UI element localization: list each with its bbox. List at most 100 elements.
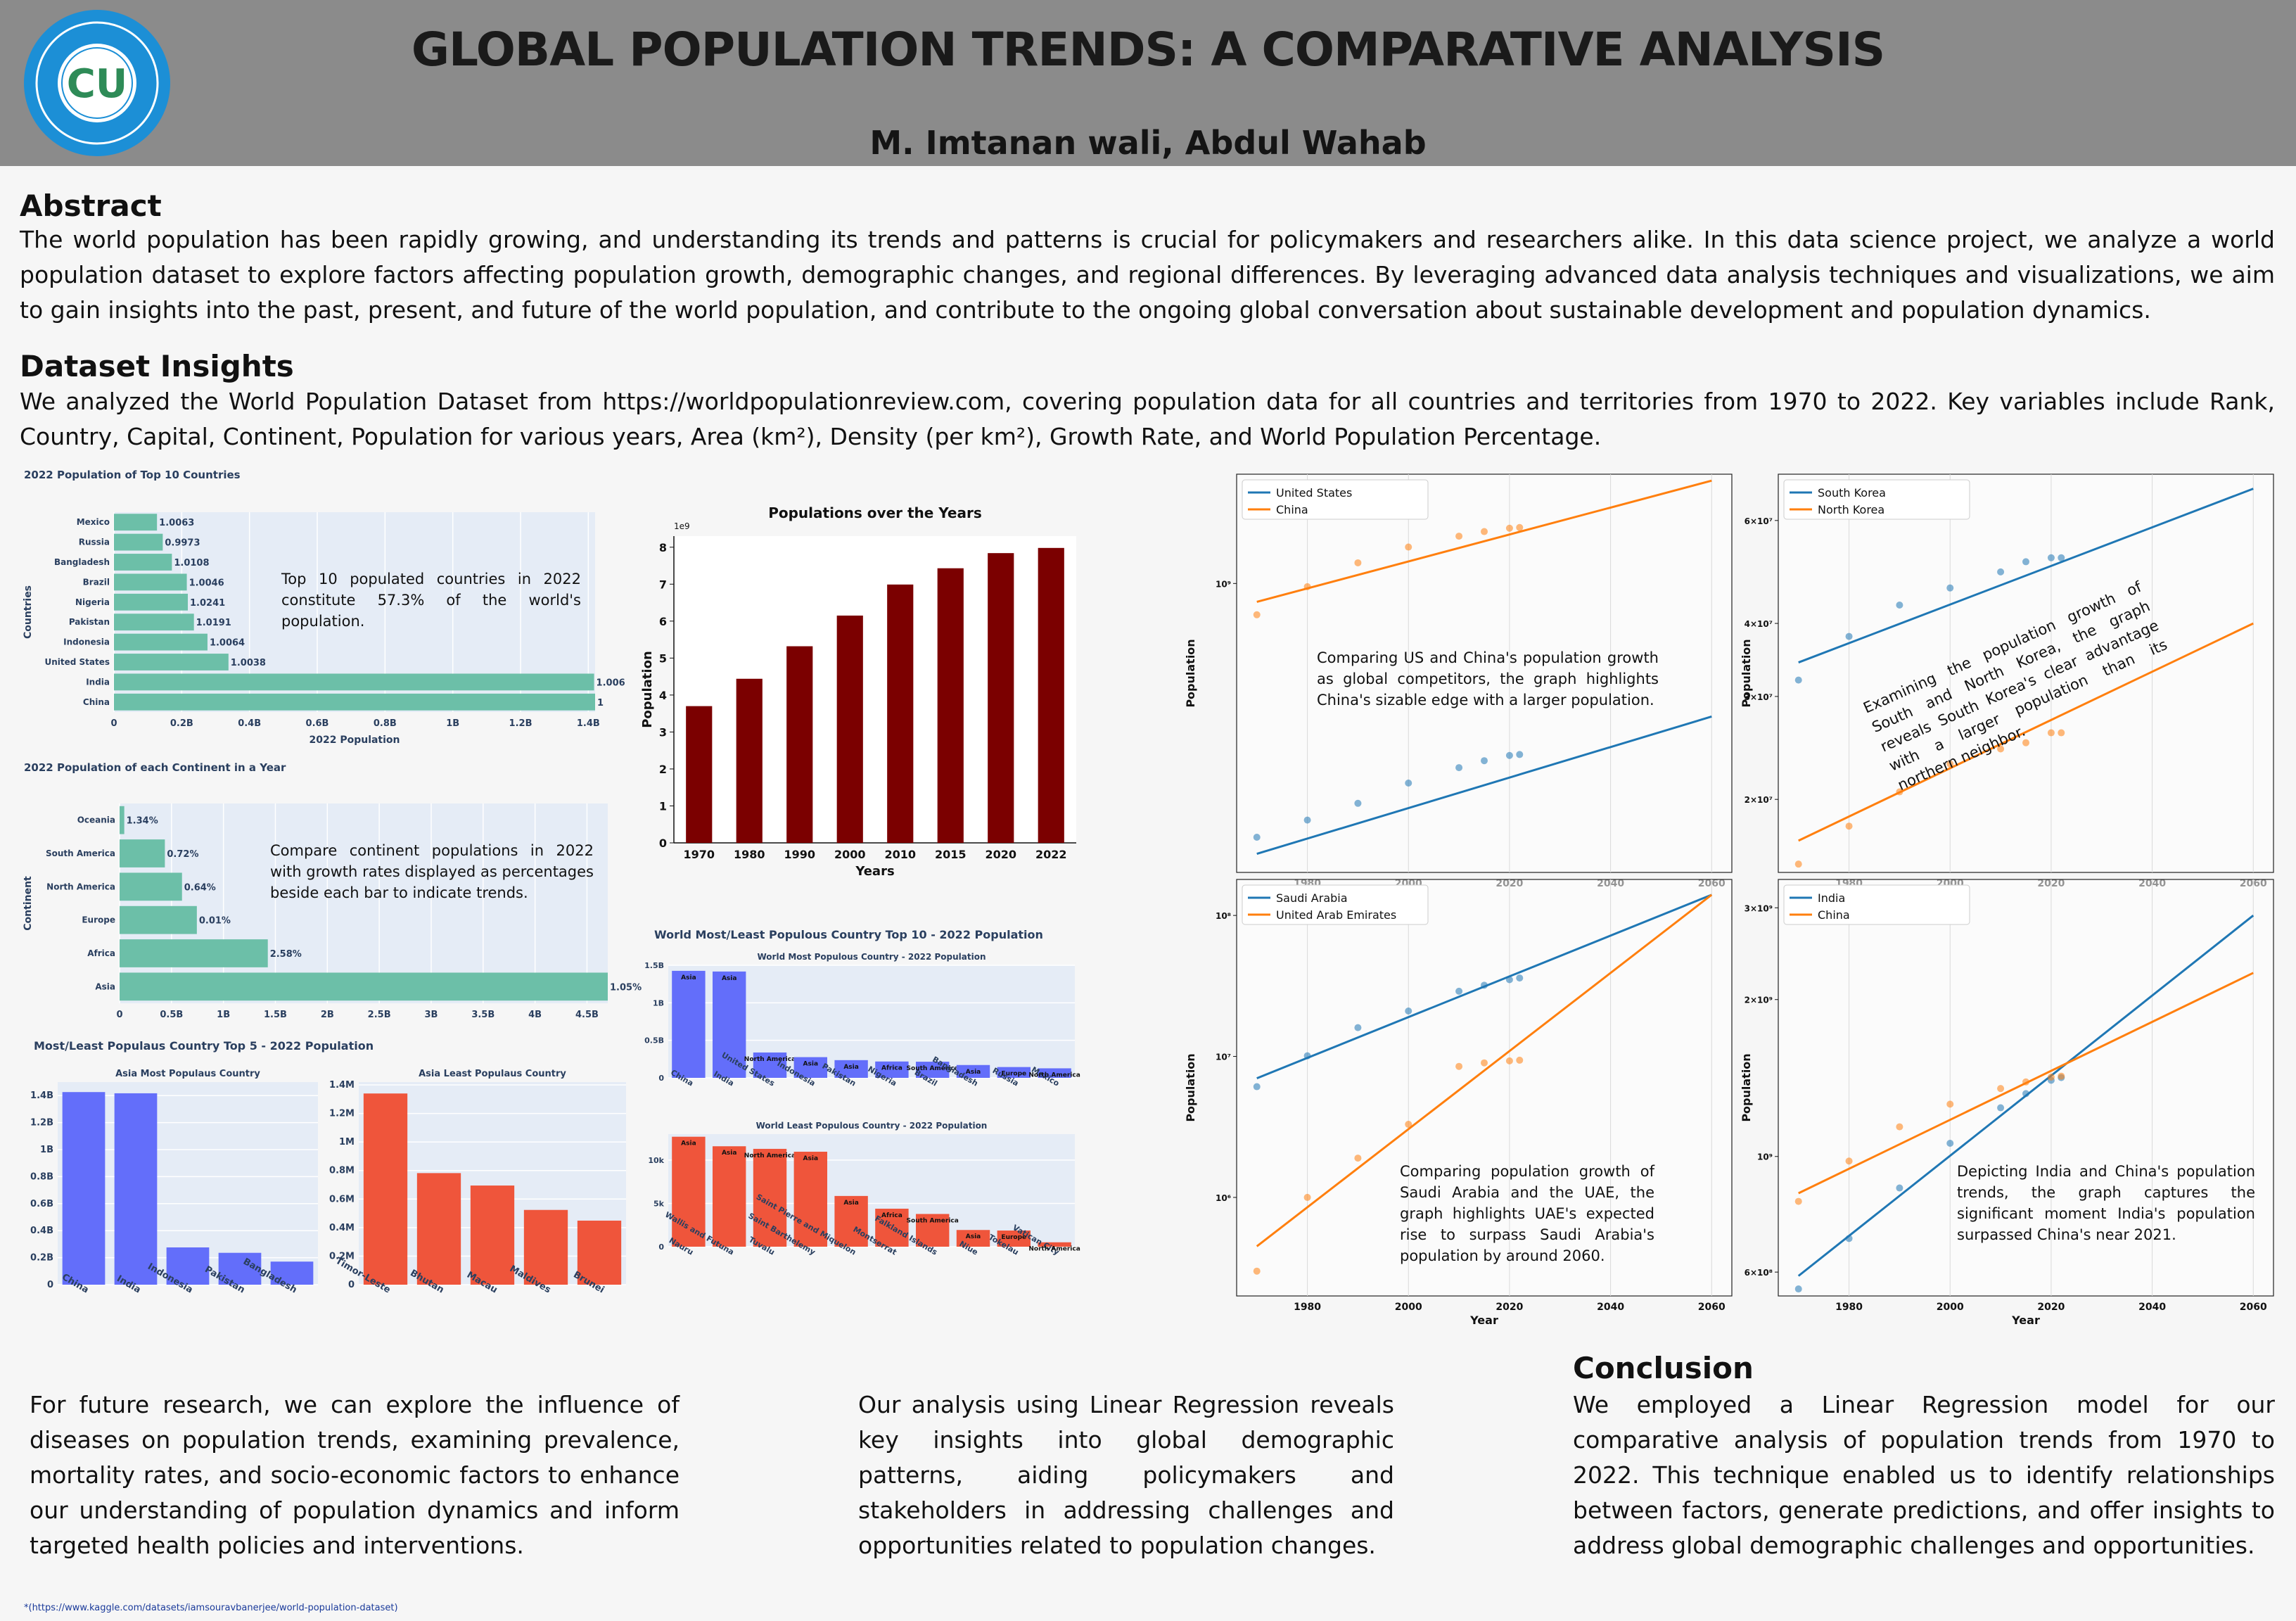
data-point-south-korea [2022, 558, 2029, 566]
chart-title: Asia Most Populaus Country [115, 1069, 260, 1079]
bar-united-states [753, 1052, 787, 1078]
data-point-north-korea [1896, 788, 1903, 796]
x-tick-label: 2010 [884, 848, 916, 861]
data-point-china [1505, 524, 1513, 532]
data-point-united-arab-emirates [1505, 1057, 1513, 1064]
data-label: 0.72% [167, 849, 198, 860]
y-tick-label: 0.5B [644, 1036, 664, 1045]
chart-title: World Least Populous Country - 2022 Popu… [756, 1121, 988, 1131]
data-point-saudi-arabia [1481, 981, 1488, 989]
chart-title: Populations over the Years [768, 504, 982, 521]
bar-africa [120, 939, 268, 967]
data-point-china [1997, 1085, 2005, 1093]
bar-brunei [577, 1220, 622, 1285]
y-tick-label: 7 [659, 578, 667, 591]
data-point-china [2058, 1072, 2065, 1080]
x-axis-label: Years [855, 864, 894, 879]
continent-label: Asia [681, 974, 696, 981]
data-point-north-korea [1946, 760, 1954, 768]
data-point-china [1303, 583, 1311, 590]
bar-south-america [120, 839, 165, 867]
y-tick-label: 0.6M [329, 1194, 355, 1204]
legend-label: China [1818, 908, 1850, 922]
data-point-india [1794, 1285, 1802, 1293]
legend-label: United States [1276, 486, 1352, 500]
data-point-united-arab-emirates [1253, 1267, 1261, 1275]
x-tick-label: 0.2B [170, 718, 193, 729]
continent-label: Africa [881, 1065, 903, 1072]
x-tick-label: 2040 [2138, 1302, 2166, 1313]
bar-brazil [114, 573, 187, 591]
university-logo-icon: CU [24, 10, 170, 156]
data-point-united-arab-emirates [1354, 1155, 1362, 1162]
x-tick-label: 3B [424, 1010, 438, 1020]
bar-india [114, 1093, 158, 1285]
y-axis-label: Population [1184, 639, 1197, 707]
bar-bangladesh [956, 1064, 990, 1078]
y-tick-label: 0.6B [30, 1199, 53, 1209]
legend-label: United Arab Emirates [1276, 908, 1396, 922]
data-label: 1.05% [610, 982, 642, 993]
x-axis-label: Year [2011, 1314, 2040, 1327]
data-point-china [1253, 611, 1261, 618]
bar-nigeria [114, 593, 189, 611]
x-tick-label: 1990 [784, 848, 815, 861]
bar-maldives [523, 1209, 568, 1285]
data-point-united-arab-emirates [1455, 1062, 1463, 1070]
bar-russia [997, 1067, 1031, 1078]
data-point-south-korea [1845, 632, 1853, 640]
data-point-saudi-arabia [1405, 1007, 1412, 1015]
y-tick-label: Europe [82, 915, 115, 925]
data-point-united-arab-emirates [1303, 1193, 1311, 1201]
x-tick-label: 2000 [1395, 1302, 1422, 1313]
data-point-north-korea [1794, 860, 1802, 868]
future-research-text: For future research, we can explore the … [30, 1391, 680, 1559]
legend [1783, 479, 1970, 520]
bar-oceania [120, 806, 125, 834]
y-tick-label: 0 [659, 837, 667, 850]
x-tick-label: 0.8B [374, 718, 397, 729]
data-point-india [1896, 1184, 1903, 1192]
poster-title: GLOBAL POPULATION TRENDS: A COMPARATIVE … [411, 23, 1885, 77]
data-point-united-states [1516, 751, 1524, 758]
bar-asia [120, 972, 608, 1001]
bar-montserrat [875, 1208, 909, 1247]
y-axis-label: Countries [23, 585, 34, 639]
bar-pakistan [218, 1252, 262, 1285]
y-tick-label: 0.8B [30, 1171, 53, 1182]
x-tick-label: 1.2B [509, 718, 532, 729]
abstract-heading: Abstract [20, 189, 162, 223]
y-tick-label: 2×10⁷ [1745, 795, 1773, 805]
y-multiplier: 1e9 [674, 521, 690, 531]
data-label: 0.01% [199, 916, 231, 927]
data-point-united-states [1455, 764, 1463, 772]
data-point-saudi-arabia [1253, 1083, 1261, 1091]
bar-pakistan [114, 614, 194, 631]
y-tick-label: 6×10⁷ [1745, 516, 1773, 526]
bar-china [114, 693, 595, 711]
data-point-india [2022, 1090, 2029, 1098]
bar-pakistan [834, 1060, 868, 1078]
y-tick-label: North America [46, 882, 115, 891]
data-point-china [2047, 1073, 2055, 1081]
data-point-united-states [1481, 757, 1488, 765]
y-tick-label: 0.2B [30, 1253, 53, 1264]
x-tick-label: 0 [116, 1010, 122, 1020]
data-point-china [1516, 523, 1524, 531]
bar-europe [120, 905, 197, 934]
y-axis-label: Population [640, 651, 655, 728]
x-tick-label: 2B [321, 1010, 334, 1020]
data-label: 1 [597, 698, 604, 708]
bar-saint-pierre-and-miquelon [834, 1195, 868, 1247]
x-tick-label: 2000 [834, 848, 866, 861]
data-point-north-korea [2058, 729, 2065, 737]
data-point-india [1845, 1235, 1853, 1242]
x-tick-label: 3.5B [471, 1010, 495, 1020]
us-china-line-chart: 1980200020202040206010⁹United StatesChin… [1184, 473, 1733, 889]
x-tick-label: 1B [446, 718, 459, 729]
x-tick-label: 0 [110, 718, 117, 729]
y-tick-label: Pakistan [69, 617, 110, 627]
bar-saint-barthelemy [793, 1151, 827, 1247]
data-point-united-states [1303, 816, 1311, 824]
x-tick-label: 2020 [2037, 1302, 2065, 1313]
